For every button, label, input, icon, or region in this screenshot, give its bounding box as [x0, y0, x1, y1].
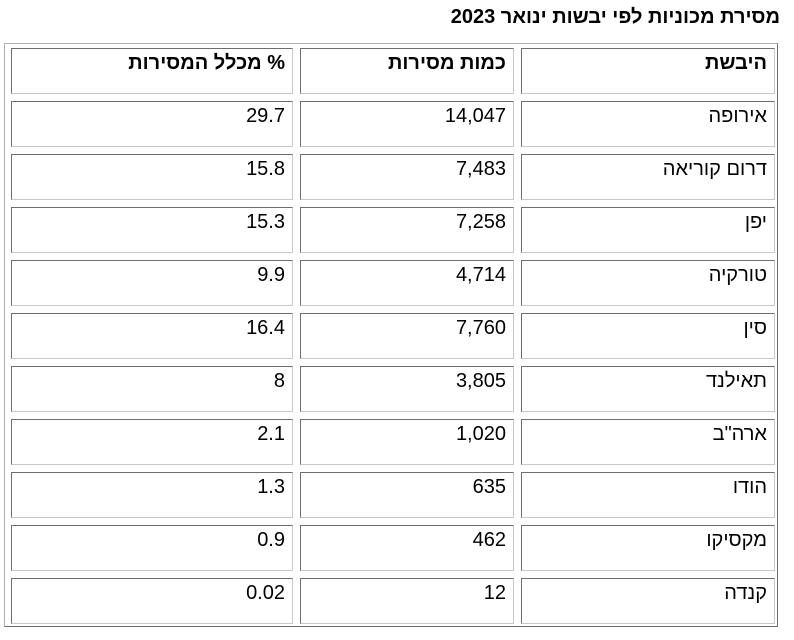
cell-region: יפן	[521, 207, 775, 253]
cell-region: סין	[521, 313, 775, 359]
table-row: 9.9 4,714 טורקיה	[11, 260, 775, 306]
table-header-row: % מכלל המסירות כמות מסירות היבשת	[11, 48, 775, 94]
table-row: 1.3 635 הודו	[11, 472, 775, 518]
cell-quantity: 7,483	[300, 154, 514, 200]
cell-region: קנדה	[521, 578, 775, 624]
table-row: 15.8 7,483 דרום קוריאה	[11, 154, 775, 200]
cell-percent: 8	[11, 366, 293, 412]
cell-region: תאילנד	[521, 366, 775, 412]
header-quantity: כמות מסירות	[300, 48, 514, 94]
cell-quantity: 462	[300, 525, 514, 571]
cell-quantity: 7,258	[300, 207, 514, 253]
cell-percent: 0.9	[11, 525, 293, 571]
cell-quantity: 635	[300, 472, 514, 518]
cell-percent: 16.4	[11, 313, 293, 359]
cell-region: הודו	[521, 472, 775, 518]
cell-region: מקסיקו	[521, 525, 775, 571]
cell-percent: 2.1	[11, 419, 293, 465]
cell-quantity: 4,714	[300, 260, 514, 306]
header-percent: % מכלל המסירות	[11, 48, 293, 94]
table-frame: % מכלל המסירות כמות מסירות היבשת 29.7 14,…	[4, 43, 778, 627]
cell-percent: 0.02	[11, 578, 293, 624]
page-title: מסירת מכוניות לפי יבשות ינואר 2023	[450, 6, 780, 28]
table-row: 15.3 7,258 יפן	[11, 207, 775, 253]
table-row: 8 3,805 תאילנד	[11, 366, 775, 412]
table-row: 0.9 462 מקסיקו	[11, 525, 775, 571]
header-region: היבשת	[521, 48, 775, 94]
cell-percent: 9.9	[11, 260, 293, 306]
table-row: 16.4 7,760 סין	[11, 313, 775, 359]
cell-quantity: 7,760	[300, 313, 514, 359]
cell-quantity: 14,047	[300, 101, 514, 147]
table-row: 2.1 1,020 ארה"ב	[11, 419, 775, 465]
cell-region: דרום קוריאה	[521, 154, 775, 200]
table-row: 29.7 14,047 אירופה	[11, 101, 775, 147]
cell-percent: 29.7	[11, 101, 293, 147]
cell-region: טורקיה	[521, 260, 775, 306]
cell-region: ארה"ב	[521, 419, 775, 465]
cell-percent: 15.3	[11, 207, 293, 253]
cell-percent: 15.8	[11, 154, 293, 200]
cell-quantity: 1,020	[300, 419, 514, 465]
cell-quantity: 3,805	[300, 366, 514, 412]
cell-percent: 1.3	[11, 472, 293, 518]
cell-quantity: 12	[300, 578, 514, 624]
cell-region: אירופה	[521, 101, 775, 147]
deliveries-table: % מכלל המסירות כמות מסירות היבשת 29.7 14,…	[11, 48, 775, 624]
table-row: 0.02 12 קנדה	[11, 578, 775, 624]
